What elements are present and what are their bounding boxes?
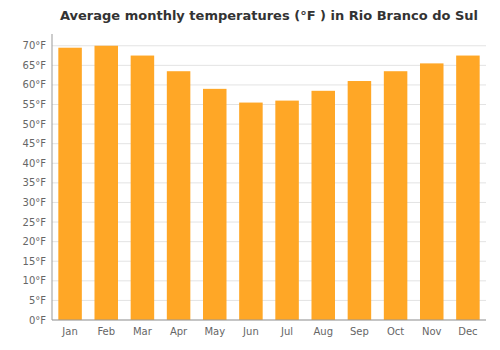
bar <box>239 103 263 320</box>
bar <box>94 46 118 320</box>
y-tick-label: 0°F <box>29 315 46 326</box>
y-axis-line <box>52 34 53 320</box>
chart-container: Average monthly temperatures (°F ) in Ri… <box>0 0 500 350</box>
x-axis: Jan Feb Mar Apr May Jun Jul Aug Sep Oct Nov Dec <box>52 320 486 337</box>
chart-svg: Average monthly temperatures (°F ) in Ri… <box>0 0 500 350</box>
y-tick-label: 50°F <box>23 119 47 130</box>
x-tick-label: Oct <box>387 326 404 337</box>
bar <box>167 71 191 320</box>
y-tick-label: 5°F <box>29 295 46 306</box>
y-tick-label: 10°F <box>23 275 47 286</box>
y-axis: 0°F 5°F 10°F 15°F 20°F 25°F 30°F 35°F 40°F 45°F 50… <box>23 34 52 326</box>
x-tick-label: Jan <box>61 326 77 337</box>
x-tick-label: Jul <box>280 326 293 337</box>
bar <box>311 91 335 320</box>
x-axis-line <box>52 320 486 321</box>
y-tick-label: 35°F <box>23 177 47 188</box>
y-tick-label: 40°F <box>23 158 47 169</box>
y-tick-label: 30°F <box>23 197 47 208</box>
x-tick-label: Feb <box>97 326 115 337</box>
y-tick-label: 70°F <box>23 40 47 51</box>
y-grid <box>52 46 486 320</box>
bar <box>58 48 82 320</box>
x-tick-label: Jun <box>242 326 259 337</box>
y-tick-label: 45°F <box>23 138 47 149</box>
bars <box>58 46 479 320</box>
x-tick-label: Nov <box>422 326 442 337</box>
bar <box>384 71 408 320</box>
bar <box>420 63 444 320</box>
bar <box>348 81 372 320</box>
x-tick-label: Mar <box>133 326 153 337</box>
x-tick-label: Apr <box>170 326 188 337</box>
bar <box>456 56 480 320</box>
x-tick-label: Dec <box>458 326 477 337</box>
y-tick-label: 60°F <box>23 79 47 90</box>
x-tick-label: May <box>204 326 225 337</box>
y-tick-label: 20°F <box>23 236 47 247</box>
bar <box>203 89 227 320</box>
y-tick-label: 55°F <box>23 99 47 110</box>
grid-line <box>52 320 486 321</box>
x-tick-label: Aug <box>313 326 333 337</box>
y-tick-label: 65°F <box>23 60 47 71</box>
bar <box>275 101 299 320</box>
bar <box>131 56 155 320</box>
y-tick-label: 25°F <box>23 217 47 228</box>
chart-title: Average monthly temperatures (°F ) in Ri… <box>60 8 478 23</box>
y-tick-label: 15°F <box>23 256 47 267</box>
x-tick-label: Sep <box>350 326 369 337</box>
